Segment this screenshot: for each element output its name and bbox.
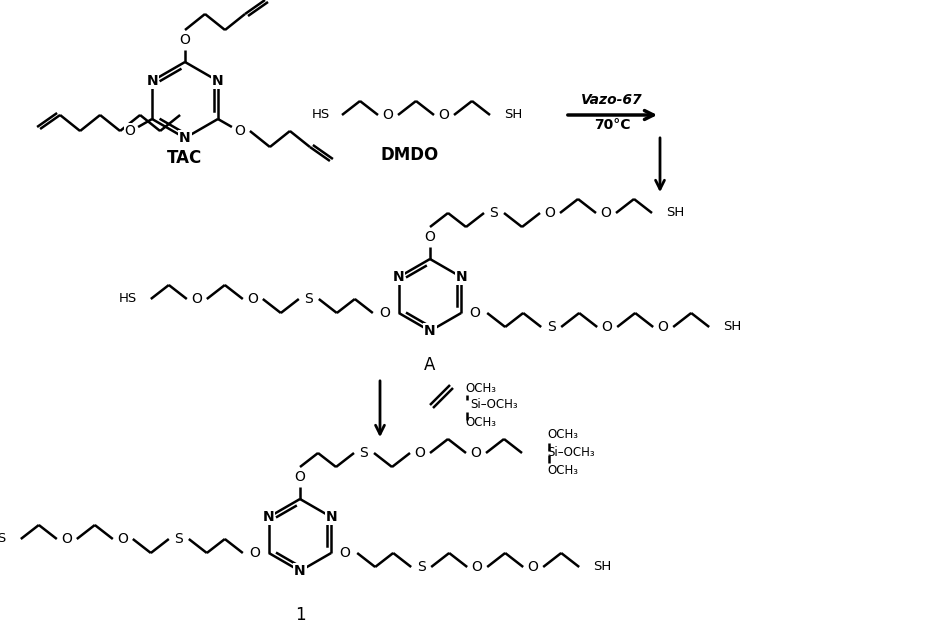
Text: N: N [424,324,436,338]
Text: O: O [439,108,450,122]
Text: O: O [383,108,393,122]
Text: O: O [470,306,481,320]
Text: O: O [295,470,306,484]
Text: N: N [263,510,275,524]
Text: Vazo-67: Vazo-67 [582,93,643,107]
Text: O: O [124,124,136,138]
Text: O: O [249,546,261,560]
Text: O: O [415,446,425,460]
Text: 1: 1 [295,606,305,624]
Text: O: O [601,320,613,334]
Text: N: N [146,74,158,88]
Text: O: O [379,306,391,320]
Text: O: O [545,206,555,220]
Text: A: A [424,356,436,374]
Text: O: O [247,292,258,306]
Text: SH: SH [724,320,742,334]
Text: SH: SH [666,206,684,219]
Text: O: O [180,33,190,47]
Text: N: N [393,270,405,284]
Text: S: S [174,532,183,546]
Text: O: O [424,230,436,244]
Text: HS: HS [119,293,136,305]
Text: OCH₃: OCH₃ [547,465,578,478]
Text: Si–OCH₃: Si–OCH₃ [470,399,518,411]
Text: O: O [191,292,202,306]
Text: N: N [212,74,224,88]
Text: N: N [179,131,191,145]
Text: SH: SH [504,108,522,122]
Text: S: S [359,446,368,460]
Text: O: O [234,124,246,138]
Text: O: O [528,560,538,574]
Text: O: O [600,206,612,220]
Text: HS: HS [0,532,7,545]
Text: O: O [658,320,669,334]
Text: OCH₃: OCH₃ [465,416,496,428]
Text: N: N [295,564,306,578]
Text: O: O [471,560,483,574]
Text: O: O [470,446,482,460]
Text: HS: HS [311,108,330,122]
Text: N: N [326,510,337,524]
Text: N: N [455,270,467,284]
Text: S: S [305,292,313,306]
Text: S: S [489,206,499,220]
Text: TAC: TAC [167,149,202,167]
Text: DMDO: DMDO [381,146,439,164]
Text: S: S [417,560,425,574]
Text: OCH₃: OCH₃ [465,381,496,394]
Text: O: O [118,532,128,546]
Text: SH: SH [593,561,612,574]
Text: OCH₃: OCH₃ [547,428,578,441]
Text: O: O [340,546,351,560]
Text: Si–OCH₃: Si–OCH₃ [547,446,595,460]
Text: 70°C: 70°C [594,118,630,132]
Text: S: S [547,320,555,334]
Text: O: O [61,532,72,546]
